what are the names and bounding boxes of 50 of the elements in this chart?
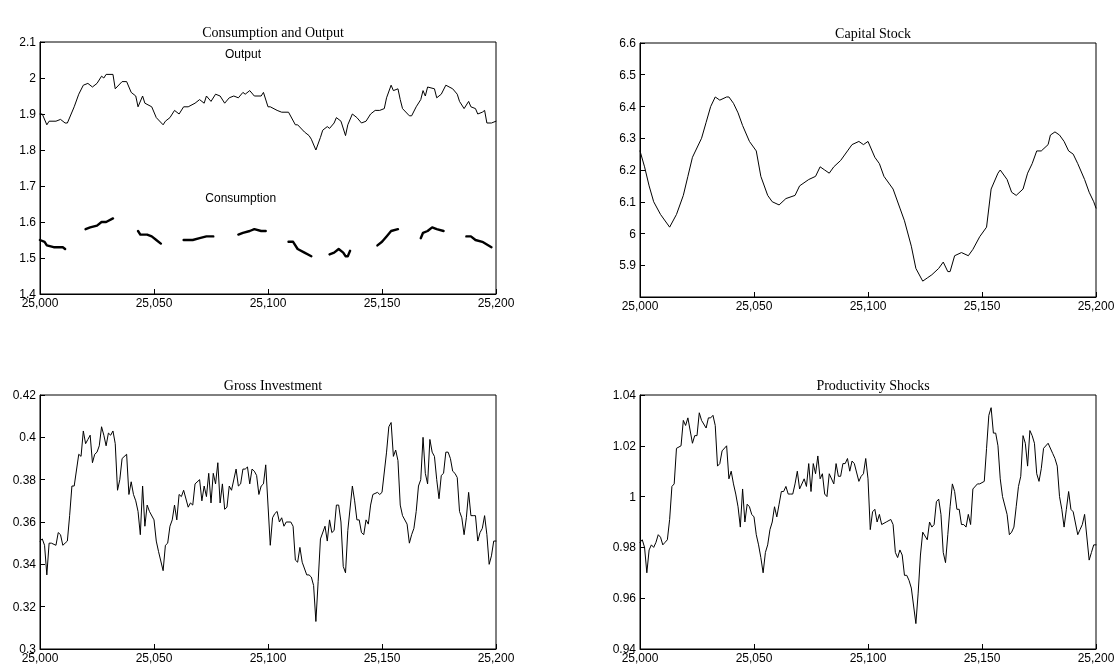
x-tick-label: 25,050	[735, 299, 773, 313]
x-tick-label: 25,050	[135, 651, 173, 665]
chart-title: Capital Stock	[835, 25, 911, 41]
y-tick-label: 0.4	[19, 430, 37, 445]
y-tick-label: 6.5	[619, 67, 637, 82]
x-tick-label: 25,100	[249, 296, 287, 310]
y-tick-label: 6	[629, 226, 637, 241]
x-tick-label: 25,050	[735, 651, 773, 665]
x-tick-label: 25,200	[477, 296, 515, 310]
y-tick-label: 0.96	[612, 591, 637, 606]
y-tick-label: 1.8	[19, 143, 37, 157]
y-tick-label: 1.02	[612, 438, 637, 453]
x-tick-label: 25,000	[21, 296, 59, 310]
chart-title: Consumption and Output	[202, 24, 344, 40]
y-tick-label: 0.98	[612, 540, 637, 555]
x-tick-label: 25,200	[1077, 299, 1115, 313]
x-tick-label: 25,050	[135, 296, 173, 310]
text: Output	[224, 47, 262, 62]
x-tick-label: 25,200	[1077, 651, 1115, 665]
y-tick-label: 2	[29, 71, 37, 85]
y-tick-label: 1.6	[19, 215, 37, 229]
y-tick-label: 2.1	[19, 35, 37, 49]
x-tick-label: 25,150	[963, 651, 1001, 665]
y-tick-label: 0.42	[12, 388, 37, 402]
y-tick-label: 1.7	[19, 179, 37, 193]
y-tick-label: 0.32	[12, 599, 37, 614]
x-tick-label: 25,100	[249, 651, 287, 665]
chart-title: Productivity Shocks	[816, 377, 930, 393]
chart-title: Gross Investment	[223, 377, 323, 393]
y-tick-label: 1	[629, 489, 637, 504]
y-tick-label: 1.5	[19, 251, 37, 265]
x-tick-label: 25,200	[477, 651, 515, 665]
y-tick-label: 5.9	[619, 258, 637, 273]
x-tick-label: 25,150	[963, 299, 1001, 313]
x-tick-label: 25,100	[849, 651, 887, 665]
y-tick-label: 0.36	[12, 515, 37, 529]
y-tick-label: 6.1	[619, 194, 637, 209]
y-tick-label: 0.38	[12, 472, 37, 487]
y-tick-label: 1.04	[612, 388, 637, 402]
x-tick-label: 25,150	[363, 651, 401, 665]
text: Consumption	[205, 191, 277, 206]
y-tick-label: 6.4	[619, 99, 637, 114]
x-tick-label: 25,150	[363, 296, 401, 310]
y-tick-label: 0.34	[12, 557, 37, 572]
x-tick-label: 25,000	[621, 299, 659, 313]
y-tick-label: 6.2	[619, 163, 637, 177]
y-tick-label: 1.9	[19, 107, 37, 121]
x-tick-label: 25,100	[849, 299, 887, 313]
y-tick-label: 6.6	[619, 36, 637, 50]
y-tick-label: 6.3	[619, 131, 637, 146]
